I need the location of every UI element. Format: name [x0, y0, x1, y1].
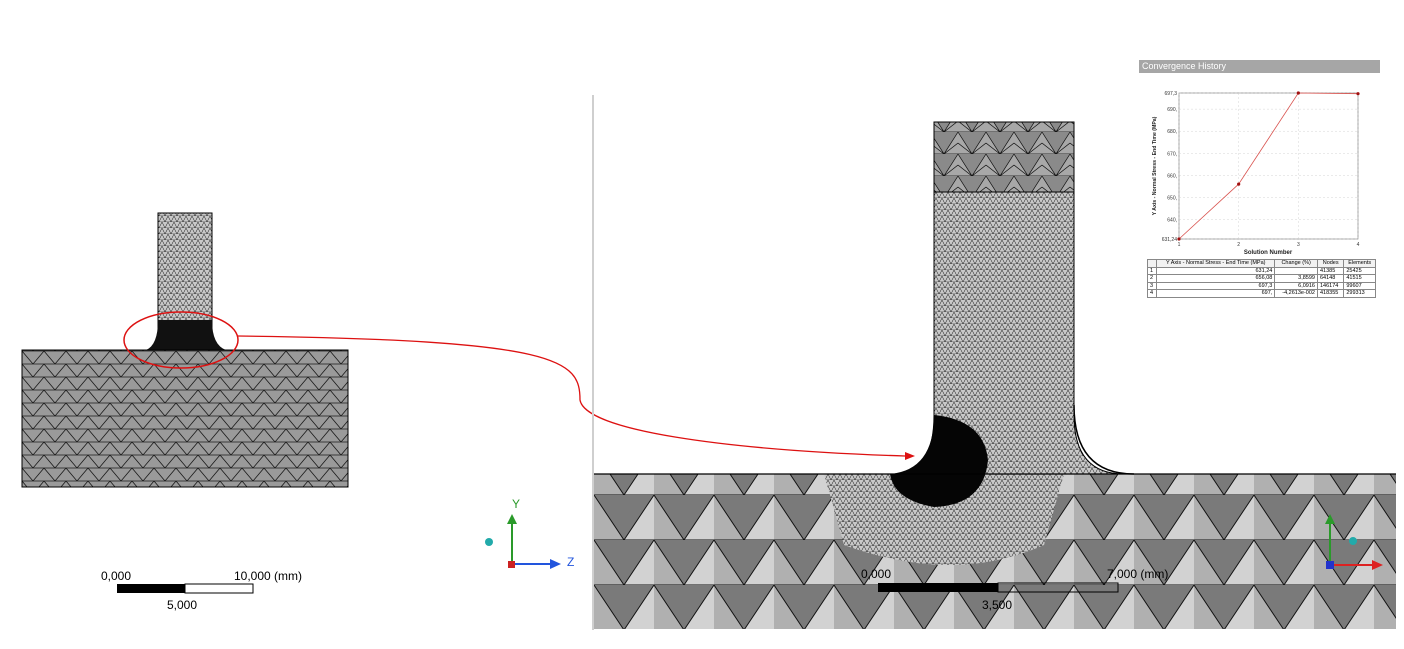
series-points	[1177, 91, 1360, 241]
y-tick-label: 650,	[1167, 196, 1177, 202]
table-header: Change (%)	[1274, 259, 1318, 268]
highlight-ellipse	[123, 311, 239, 369]
base-mesh	[21, 349, 349, 488]
table-cell: 99607	[1343, 281, 1376, 290]
series-point	[1296, 91, 1300, 95]
y-tick-label: 660,	[1167, 173, 1177, 179]
series-line	[1178, 92, 1359, 240]
triad-right	[1325, 514, 1383, 570]
table-header: Elements	[1343, 259, 1376, 268]
table-header: Y Axis - Normal Stress - End Time (MPa)	[1156, 259, 1276, 268]
table-cell: 41515	[1343, 274, 1376, 283]
scale-bar-black	[878, 583, 998, 592]
x-axis-label: Solution Number	[1244, 250, 1293, 256]
y-tick-labels: 631,24 640, 650, 660, 670, 680, 690, 697,3	[1162, 91, 1178, 243]
scale-bar-white	[997, 582, 1119, 593]
scale-end-label: 10,000 (mm)	[234, 569, 303, 583]
y-tick-label: 697,3	[1164, 91, 1177, 97]
right-model-graphic	[594, 121, 1396, 629]
triad-z-label: Z	[567, 555, 575, 569]
stem-fine-mesh	[893, 191, 1125, 475]
x-tick-label: 2	[1237, 242, 1240, 248]
plot-area	[1178, 92, 1359, 240]
series-point	[1237, 182, 1241, 186]
stem-top-mesh	[933, 121, 1075, 193]
table-cell: 2	[1146, 274, 1158, 283]
table-cell: 299313	[1343, 289, 1376, 298]
scale-bar-white	[184, 583, 254, 594]
table-cell: 631,24	[1156, 266, 1276, 275]
table-cell: 3,8599	[1274, 274, 1318, 283]
series-point	[1356, 92, 1360, 96]
scale-start-label: 0,000	[861, 567, 892, 581]
scale-bar-black	[117, 584, 185, 593]
table-cell: 656,08	[1156, 274, 1276, 283]
refinement-zone	[824, 474, 1064, 565]
viewport-divider[interactable]	[592, 95, 594, 630]
y-tick-label: 631,24	[1162, 237, 1178, 243]
y-tick-label: 670,	[1167, 151, 1177, 157]
convergence-history-panel: Convergence History 631,24 640, 650, 660, 67…	[1139, 60, 1380, 310]
table-cell: 4	[1146, 289, 1158, 298]
scale-end-label: 7,000 (mm)	[1107, 567, 1169, 581]
scale-start-label: 0,000	[101, 569, 132, 583]
table-cell: 64148	[1316, 274, 1345, 283]
convergence-history-title: Convergence History	[1139, 60, 1380, 73]
x-tick-label: 4	[1357, 242, 1360, 248]
dense-fillet-mesh	[890, 415, 988, 507]
scale-mid-label: 5,000	[167, 598, 198, 612]
table-cell	[1274, 266, 1318, 275]
right-viewport[interactable]: 0,000 7,000 (mm) 3,500	[594, 0, 1404, 644]
table-row: 3 697,3 6,0916 146174 99607	[1146, 281, 1376, 290]
table-row: 1 631,24 41385 25425	[1146, 266, 1376, 275]
x-tick-labels: 1 2 3 4	[1178, 242, 1360, 248]
y-tick-label: 690,	[1167, 107, 1177, 113]
x-tick-label: 1	[1178, 242, 1181, 248]
table-cell: 25425	[1343, 266, 1376, 275]
convergence-chart: 631,24 640, 650, 660, 670, 680, 690, 697,3 1 2 3 4…	[1152, 91, 1360, 256]
table-cell: 418355	[1316, 289, 1345, 298]
table-cell: 697,3	[1156, 281, 1276, 290]
triad	[485, 514, 561, 569]
table-header: Nodes	[1316, 259, 1345, 268]
left-viewport[interactable]: 0,000 10,000 (mm) 5,000 Y Z	[0, 0, 915, 644]
table-cell: 146174	[1316, 281, 1345, 290]
y-tick-label: 640,	[1167, 218, 1177, 224]
series-point	[1177, 237, 1181, 241]
y-tick-label: 680,	[1167, 129, 1177, 135]
table-cell: 3	[1146, 281, 1158, 290]
triad-y-label: Y	[512, 497, 521, 511]
table-cell: 1	[1146, 266, 1158, 275]
table-cell: 6,0916	[1274, 281, 1318, 290]
table-cell: -4,2613e-002	[1274, 289, 1318, 298]
x-tick-label: 3	[1297, 242, 1300, 248]
scale-mid-label: 3,500	[982, 598, 1013, 612]
convergence-table: Y Axis - Normal Stress - End Time (MPa) C…	[1146, 259, 1376, 298]
right-fillet	[1073, 404, 1135, 475]
table-row: 4 697, -4,2613e-002 418355 299313	[1146, 289, 1376, 298]
fillet-mesh	[146, 320, 226, 350]
table-cell: 41385	[1316, 266, 1345, 275]
y-axis-label: Y Axis - Normal Stress - End Time (MPa)	[1152, 116, 1158, 215]
table-row: 2 656,08 3,8599 64148 41515	[1146, 274, 1376, 283]
table-cell: 697,	[1156, 289, 1276, 298]
left-model-graphic	[21, 212, 561, 594]
table-header	[1146, 259, 1158, 268]
